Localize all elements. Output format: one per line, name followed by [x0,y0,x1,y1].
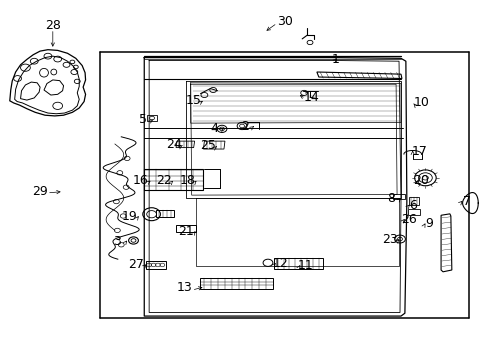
Text: 25: 25 [200,139,215,152]
Text: 14: 14 [304,91,319,104]
Text: 23: 23 [382,233,397,246]
Text: 26: 26 [400,213,416,226]
Text: 4: 4 [210,122,218,135]
Text: 13: 13 [177,281,192,294]
Text: 17: 17 [411,145,427,158]
Text: 9: 9 [425,217,432,230]
Text: 7: 7 [463,195,470,208]
Text: 19: 19 [121,210,137,223]
Text: 12: 12 [272,257,288,270]
Text: 24: 24 [166,138,182,150]
Text: 15: 15 [185,94,201,107]
Text: 29: 29 [32,185,48,198]
Text: 22: 22 [156,174,172,187]
Text: 10: 10 [413,96,428,109]
Text: 2: 2 [241,120,249,132]
Text: 3: 3 [113,235,121,248]
Text: 21: 21 [178,225,193,238]
Text: 18: 18 [180,174,195,187]
Text: 1: 1 [331,53,339,66]
Text: 16: 16 [133,174,148,187]
Text: 27: 27 [128,258,143,271]
Text: 5: 5 [139,113,147,126]
Text: 6: 6 [408,199,416,212]
Text: 28: 28 [45,19,61,32]
Text: 11: 11 [297,259,312,272]
Text: 8: 8 [386,192,394,205]
Text: 20: 20 [413,174,428,187]
Text: 30: 30 [276,15,292,28]
